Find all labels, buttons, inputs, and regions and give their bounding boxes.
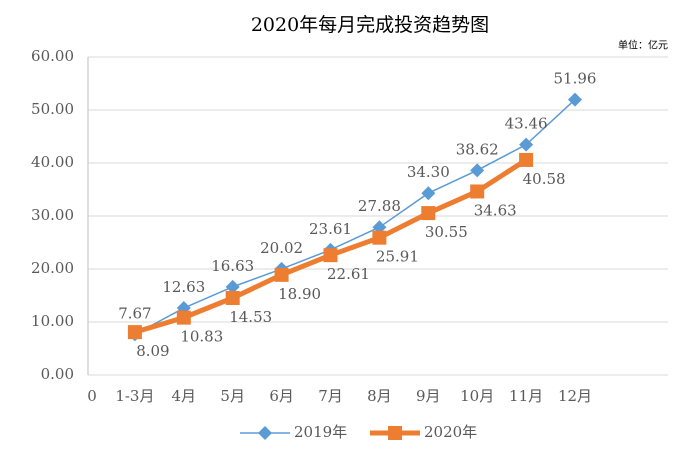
data-label: 43.46 [505,115,548,133]
y-tick-label: 30.00 [31,206,74,224]
data-label: 30.55 [425,223,468,241]
data-label: 34.63 [474,201,517,219]
data-label: 25.91 [376,248,419,266]
data-label: 7.67 [118,304,151,322]
data-point [176,310,191,325]
legend-marker [388,426,402,440]
series-line [134,99,576,336]
data-point [225,279,240,294]
x-tick-label: 7月 [318,387,343,405]
data-label: 22.61 [327,265,370,283]
data-point [225,290,240,305]
y-tick-label: 0.00 [41,365,74,383]
data-label: 40.58 [523,170,566,188]
unit-note: 单位：亿元 [618,39,668,52]
data-label: 10.83 [180,328,223,346]
y-tick-label: 10.00 [31,312,74,330]
data-point [519,152,534,167]
data-point [421,206,436,221]
data-label: 38.62 [456,140,499,158]
x-tick-label: 6月 [269,387,294,405]
chart-title: 2020年每月完成投资趋势图 [251,14,489,36]
data-point [470,184,485,199]
data-point [323,248,338,263]
y-tick-label: 50.00 [31,100,74,118]
x-tick-label: 12月 [558,387,592,405]
data-label: 20.02 [260,239,303,257]
x-tick-label: 10月 [460,387,494,405]
x-tick-label: 5月 [220,387,245,405]
y-tick-label: 40.00 [31,153,74,171]
data-point [470,163,485,178]
legend-label: 2019年 [294,423,347,441]
data-label: 8.09 [136,342,169,360]
data-point [274,267,289,282]
data-point [568,92,582,107]
y-tick-label: 20.00 [31,259,74,277]
data-label: 18.90 [278,285,321,303]
data-point [127,325,142,340]
data-point [372,230,387,245]
data-label: 16.63 [211,257,254,275]
data-point [519,137,534,152]
data-label: 14.53 [229,308,272,326]
data-label: 51.96 [554,70,597,88]
legend-marker [258,426,272,440]
data-label: 27.88 [358,197,401,215]
x-tick-label: 9月 [416,387,441,405]
legend-label: 2020年 [424,423,477,441]
data-label: 12.63 [162,278,205,296]
x-tick-label: 4月 [172,387,197,405]
y-tick-label: 60.00 [31,47,74,65]
data-label: 23.61 [309,220,352,238]
x-tick-label: 8月 [367,387,392,405]
data-point [421,186,436,201]
x-tick-label: 1-3月 [115,387,154,405]
data-label: 34.30 [407,163,450,181]
x-tick-label: 0 [87,387,97,405]
x-tick-label: 11月 [509,387,543,405]
